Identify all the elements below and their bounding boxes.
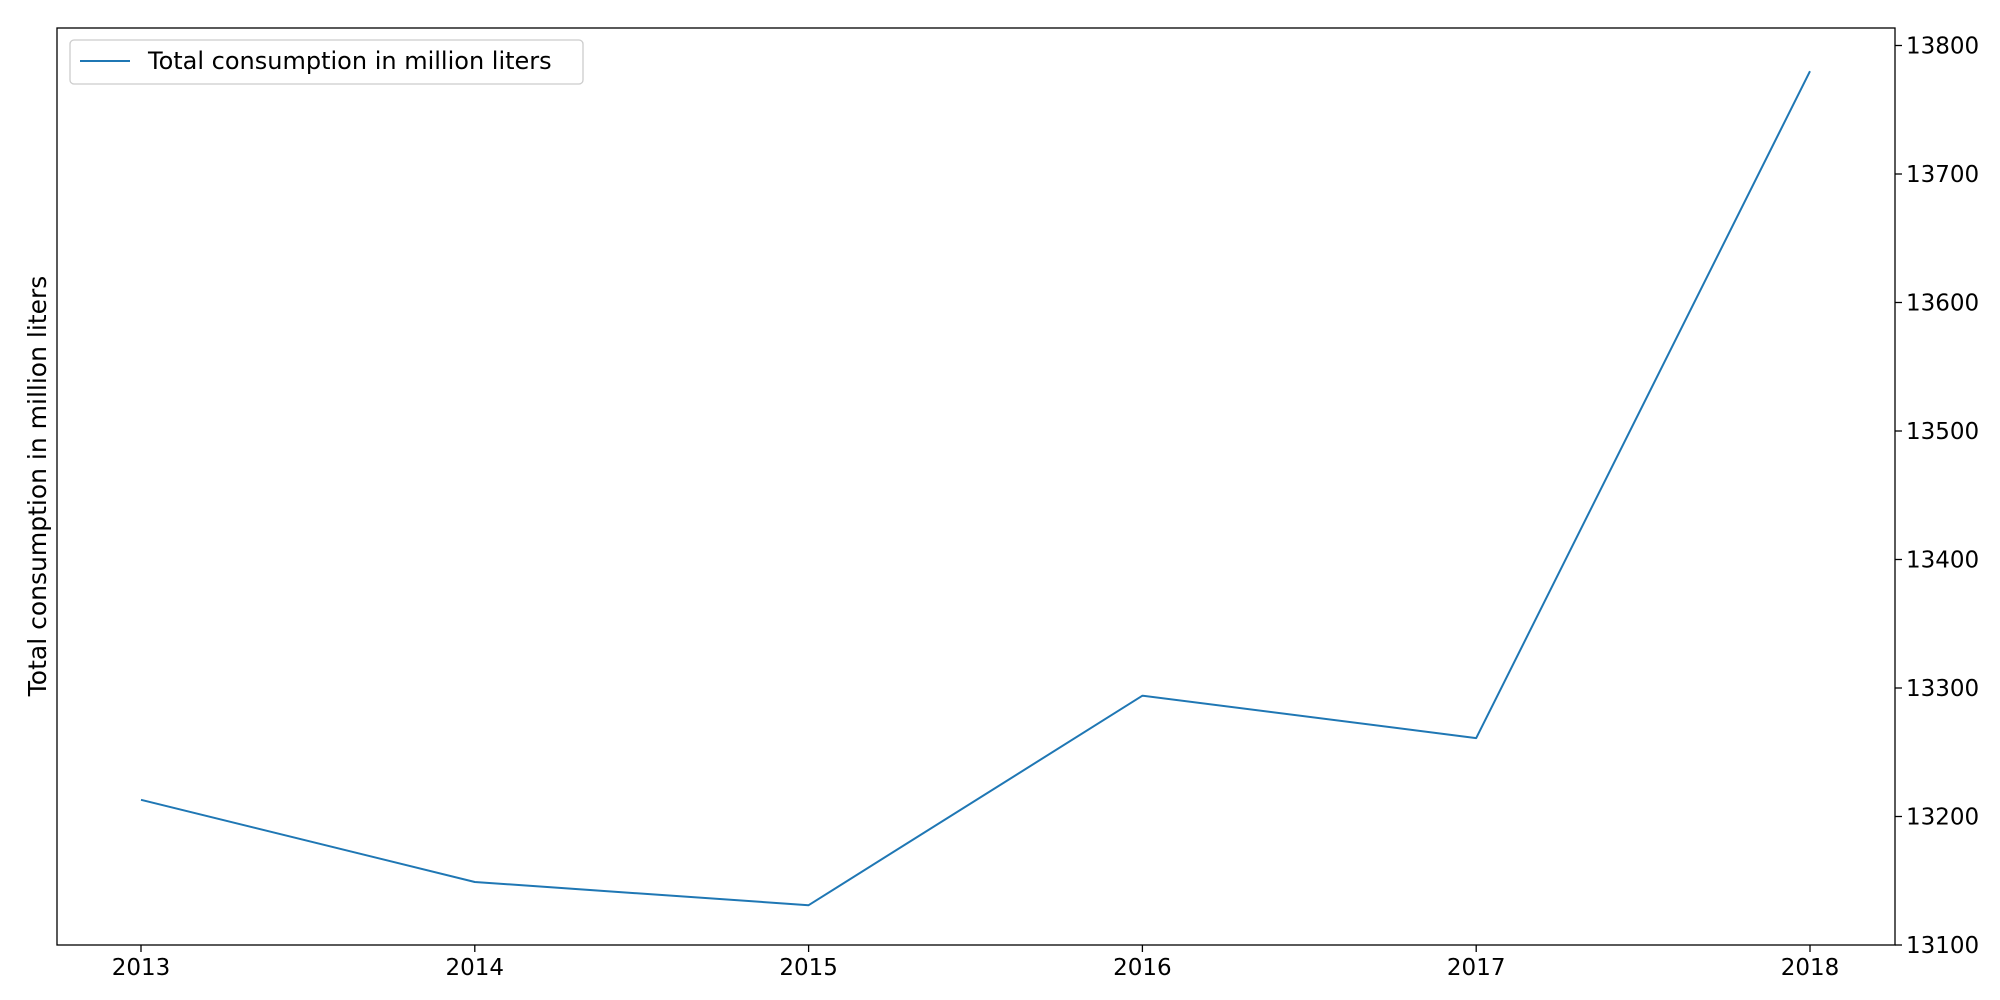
x-axis-ticks: 2013 2014 2015 2016 2017 2018: [112, 945, 1840, 981]
y-tick-label: 13500: [1906, 419, 1979, 445]
x-tick-label: 2015: [779, 955, 838, 981]
x-tick-label: 2016: [1113, 955, 1172, 981]
x-tick-label: 2018: [1781, 955, 1840, 981]
y-tick-label: 13100: [1906, 933, 1979, 959]
series-line: [140, 70, 1811, 907]
y-tick-label: 13600: [1906, 291, 1979, 317]
y-tick-label: 13200: [1906, 805, 1979, 831]
x-tick-label: 2013: [112, 955, 171, 981]
legend: Total consumption in million liters: [69, 39, 584, 85]
legend-box: [69, 39, 584, 85]
y-tick-label: 13800: [1906, 34, 1979, 60]
y-tick-label: 13400: [1906, 548, 1979, 574]
y-tick-label: 13300: [1906, 676, 1979, 702]
x-tick-label: 2014: [446, 955, 505, 981]
plot-area: [56, 27, 1896, 946]
legend-label: Total consumption in million liters: [147, 47, 552, 75]
y-axis-label: Total consumption in million liters: [23, 276, 52, 697]
x-tick-label: 2017: [1447, 955, 1506, 981]
y-axis-ticks: 13100 13200 13300 13400 13500 13600 13700 13800: [1895, 34, 1979, 959]
y-tick-label: 13700: [1906, 162, 1979, 188]
series-layer: [140, 70, 1811, 907]
